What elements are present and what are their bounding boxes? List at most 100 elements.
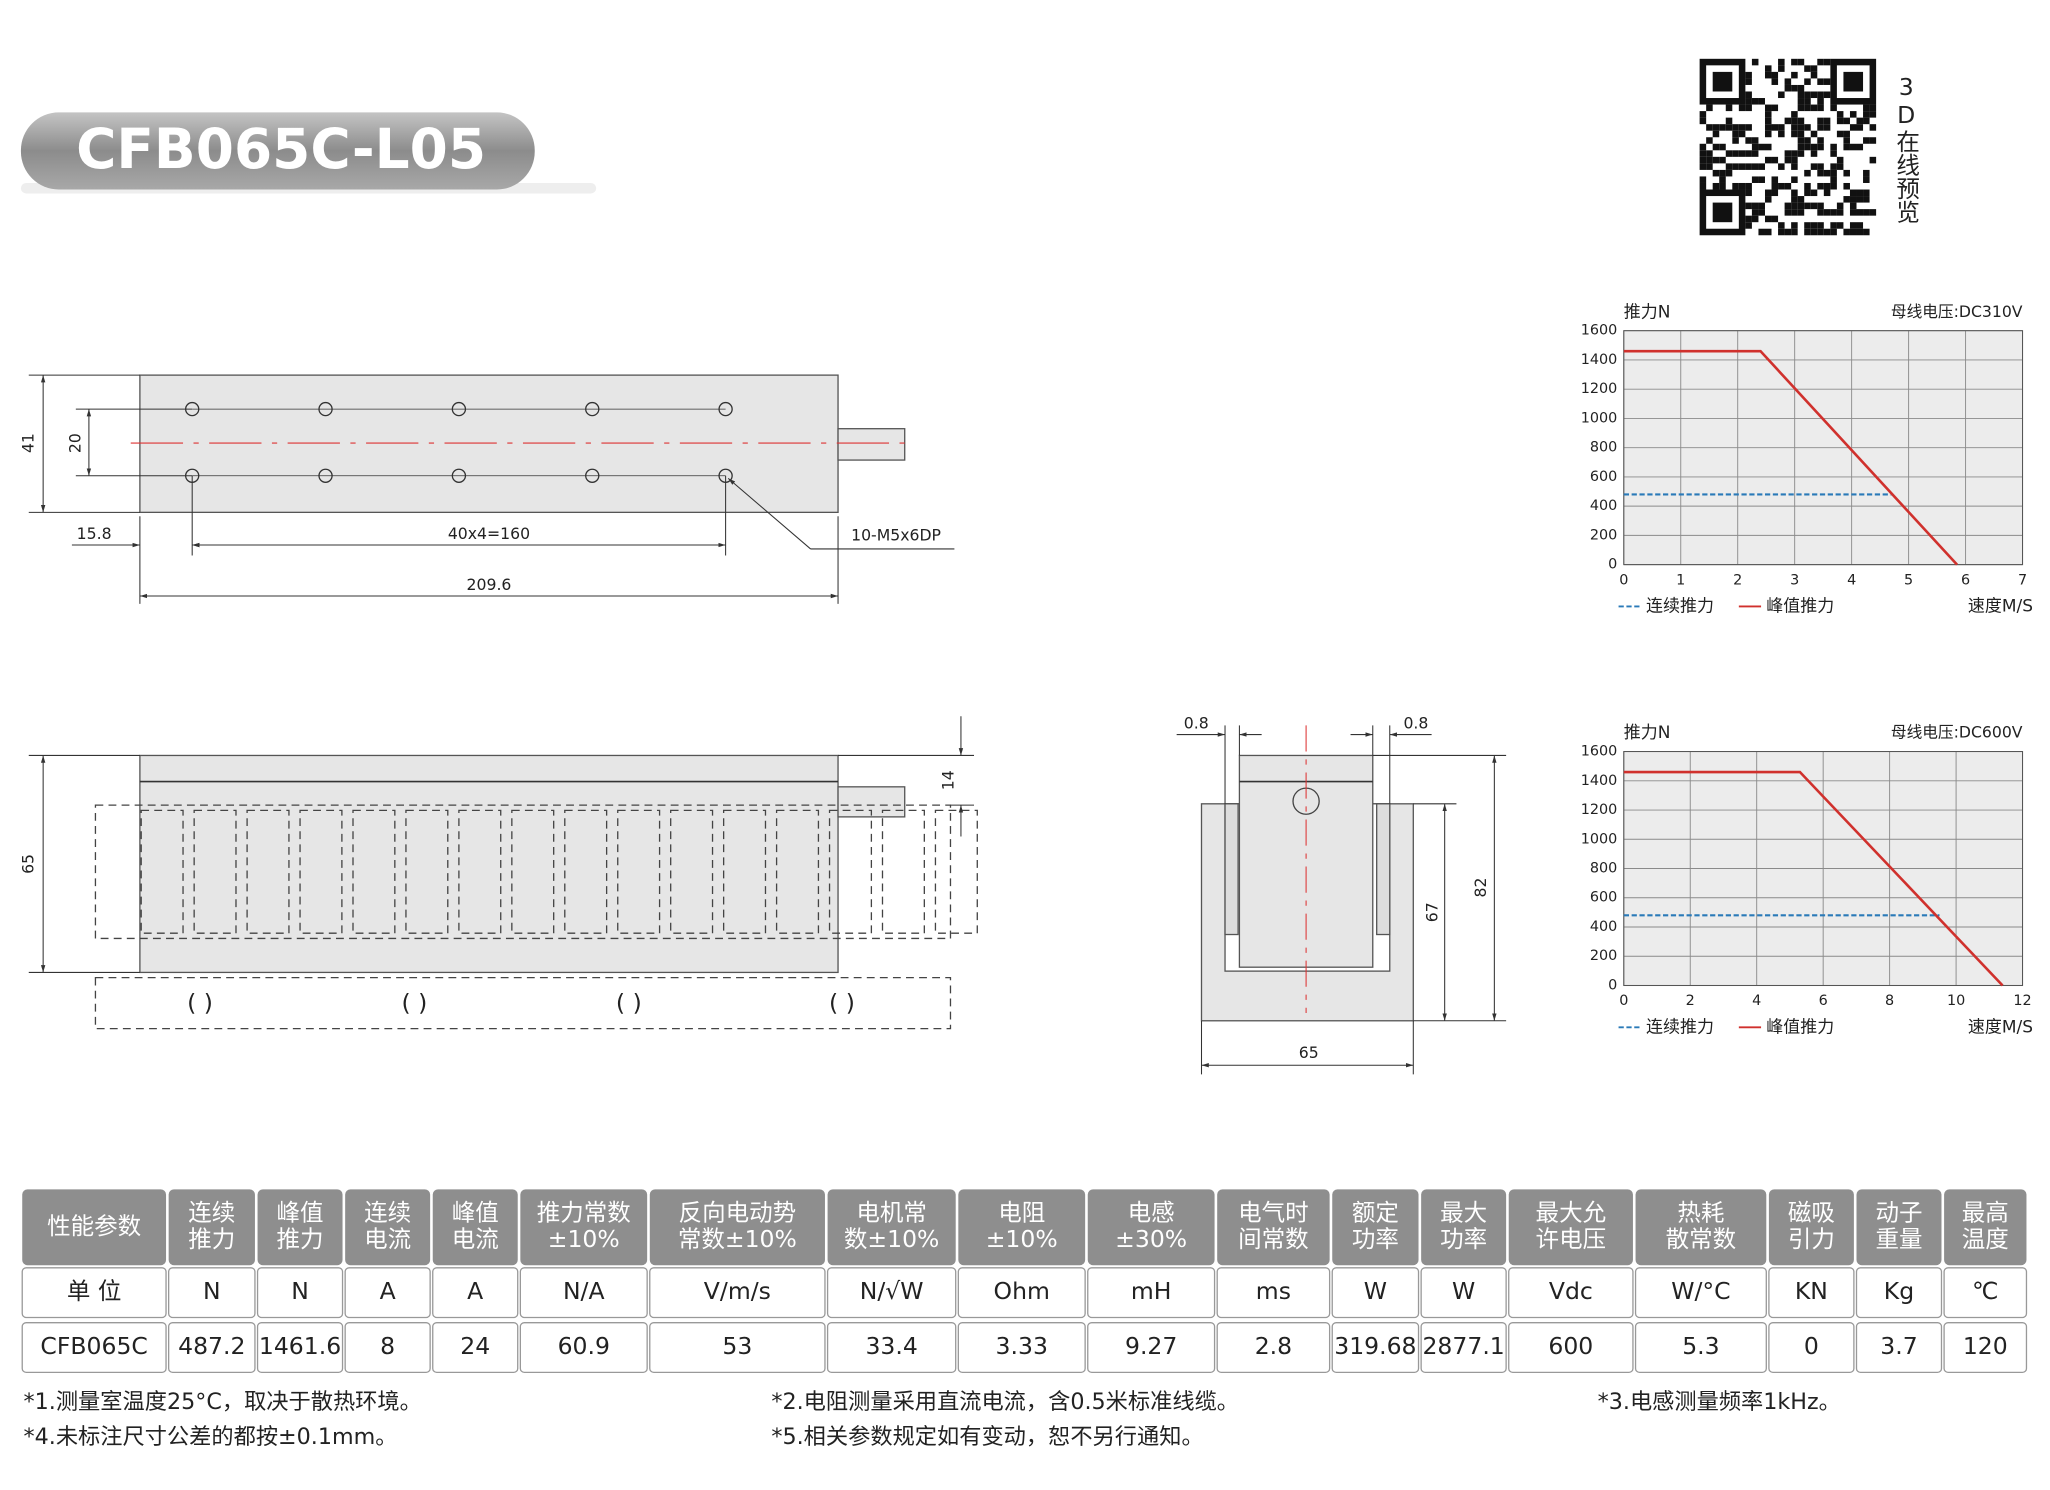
coil-slot	[299, 809, 343, 934]
qr-module	[1817, 91, 1824, 99]
table-cell	[168, 1322, 256, 1374]
hole	[451, 401, 467, 417]
qr-module	[1784, 84, 1792, 92]
table-cell	[826, 1322, 957, 1374]
qr-module	[1797, 117, 1805, 125]
qr-module	[1810, 222, 1818, 229]
header-text: 电流	[452, 1225, 499, 1253]
qr-module	[1856, 222, 1864, 229]
header-text: 最大允	[1536, 1199, 1607, 1227]
qr-module	[1797, 196, 1805, 203]
qr-module	[1797, 124, 1805, 131]
qr-finder	[1699, 189, 1746, 236]
qr-module	[1751, 215, 1759, 223]
qr-module	[1745, 78, 1752, 85]
table-cell	[1331, 1322, 1420, 1374]
cell-text: mH	[1131, 1277, 1172, 1305]
header-text: ±10%	[548, 1225, 620, 1253]
magnet	[1224, 803, 1239, 936]
qr-module	[1823, 182, 1831, 190]
qr-module	[1745, 98, 1752, 105]
qr-module	[1830, 176, 1837, 183]
qr-module	[1817, 182, 1824, 190]
qr-module	[1725, 104, 1733, 112]
header-cell	[520, 1189, 648, 1266]
qr-finder	[1712, 71, 1733, 92]
cell-text: 33.4	[865, 1332, 917, 1360]
qr-module	[1817, 163, 1824, 170]
qr-module	[1797, 209, 1805, 216]
body-outline	[139, 374, 839, 514]
qr-module	[1836, 209, 1844, 216]
qr-module	[1738, 124, 1746, 131]
qr-module	[1863, 189, 1870, 197]
table-cell	[1216, 1322, 1331, 1374]
qr-module	[1751, 98, 1759, 105]
header-cell	[1635, 1189, 1767, 1266]
qr-module	[1738, 182, 1746, 190]
qr-module	[1804, 182, 1811, 190]
qr-module	[1699, 150, 1707, 157]
header-text: 连续	[188, 1199, 235, 1227]
table-cell	[649, 1267, 826, 1319]
cell-text: N/A	[563, 1277, 605, 1305]
plot-frame	[1623, 330, 2024, 566]
x-tick-label: 10	[1947, 993, 1965, 1009]
qr-module	[1745, 124, 1752, 131]
header-text: 磁吸	[1788, 1199, 1835, 1227]
qr-module	[1823, 78, 1831, 85]
qr-module	[1764, 143, 1772, 151]
shaft	[837, 428, 906, 461]
coil-slot	[564, 809, 608, 934]
qr-module	[1725, 169, 1733, 177]
qr-module	[1732, 130, 1739, 138]
qr-module	[1778, 163, 1785, 170]
table-cell	[1087, 1322, 1216, 1374]
qr-module	[1784, 182, 1792, 190]
chart-subtitle: 母线电压:DC600V	[1891, 723, 2023, 742]
header-cell	[1944, 1189, 2027, 1266]
qr-module	[1817, 78, 1824, 85]
qr-module	[1778, 228, 1785, 236]
y-tick-label: 200	[1590, 948, 1617, 964]
qr-module	[1719, 124, 1726, 131]
coil-slot	[617, 809, 661, 934]
qr-module	[1869, 209, 1877, 216]
qr-module	[1712, 143, 1720, 151]
qr-module	[1863, 137, 1870, 144]
coil-slot	[722, 809, 767, 934]
qr-module	[1791, 176, 1798, 183]
qr-module	[1791, 150, 1798, 157]
table-cell	[344, 1267, 431, 1319]
y-tick-label: 1200	[1581, 381, 1618, 397]
qr-module	[1725, 124, 1733, 131]
table-cell	[519, 1267, 648, 1319]
y-tick-label: 1600	[1581, 323, 1618, 339]
header-text: 峰值	[452, 1199, 499, 1227]
qr-module	[1791, 111, 1798, 118]
qr-module	[1849, 209, 1857, 216]
qr-module	[1791, 196, 1798, 203]
qr-module	[1712, 130, 1720, 138]
qr-module	[1810, 189, 1818, 197]
qr-finder	[1712, 202, 1733, 223]
qr-module	[1863, 169, 1870, 177]
qr-module	[1784, 150, 1792, 157]
qr-module	[1849, 124, 1857, 131]
qr-module	[1804, 124, 1811, 131]
qr-module	[1797, 58, 1805, 66]
table-cell	[256, 1322, 344, 1374]
legend-label: 峰值推力	[1766, 596, 1834, 616]
qr-module	[1804, 137, 1811, 144]
cell-text: Vdc	[1549, 1277, 1593, 1305]
cell-text: W	[1364, 1277, 1387, 1305]
qr-module	[1804, 104, 1811, 112]
dimension-label: 40x4=160	[448, 524, 530, 543]
qr-module	[1804, 91, 1811, 99]
qr-module	[1719, 182, 1726, 190]
y-tick-label: 1000	[1581, 831, 1618, 847]
y-tick-label: 1600	[1581, 744, 1618, 760]
cell-text: 单 位	[67, 1277, 122, 1305]
header-text: 电感	[1128, 1199, 1175, 1227]
